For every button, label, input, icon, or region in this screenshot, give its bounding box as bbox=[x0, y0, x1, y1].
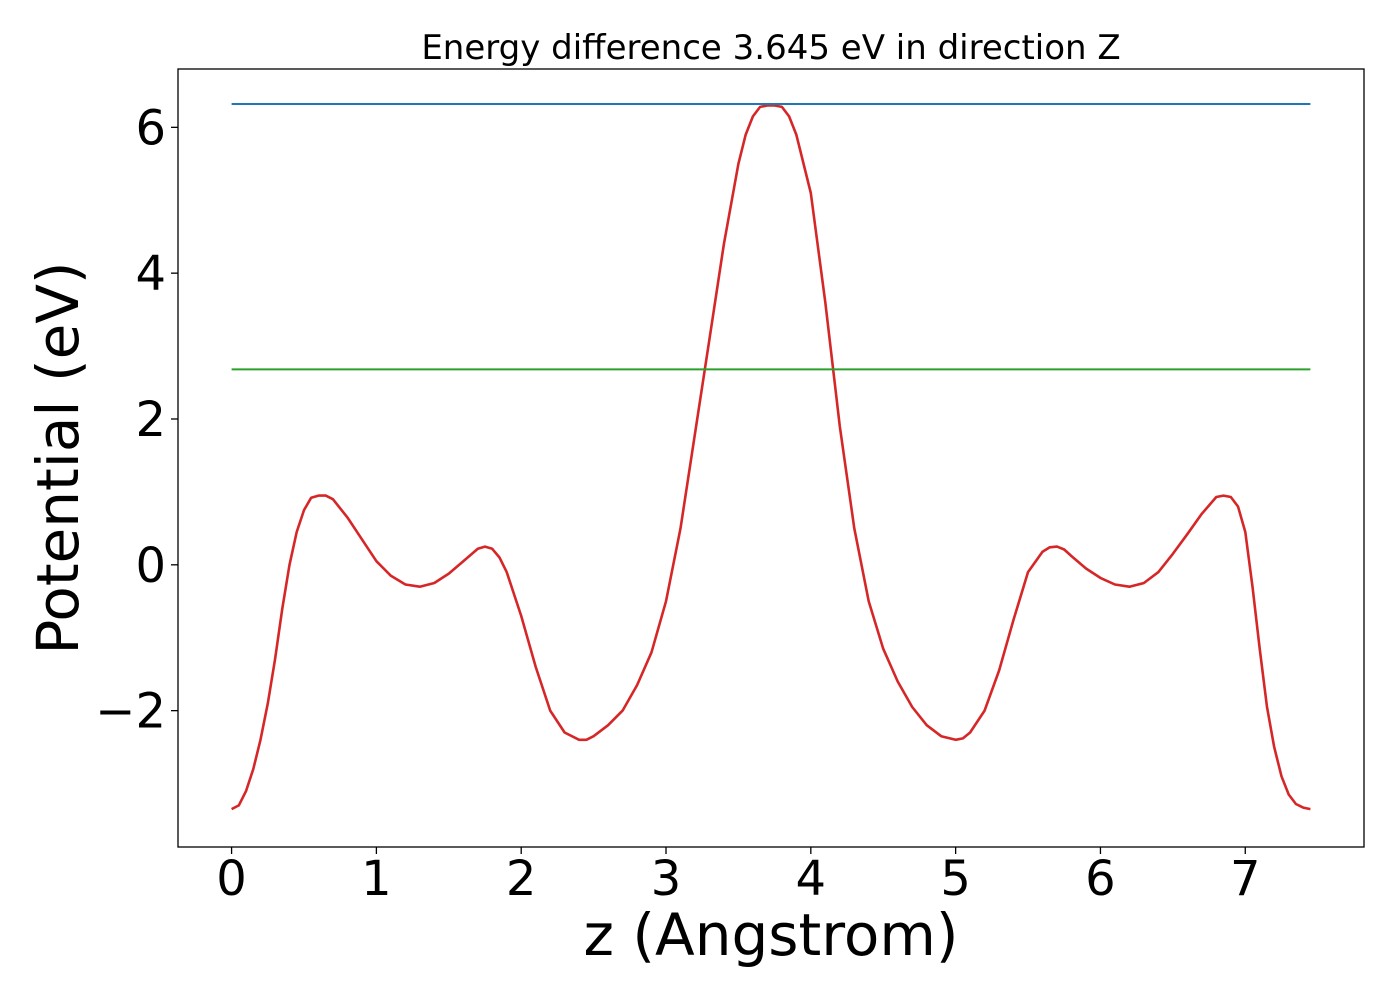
y-tick-label: 4 bbox=[135, 246, 166, 302]
plot-area-frame bbox=[177, 68, 1365, 848]
chart-title: Energy difference 3.645 eV in direction … bbox=[421, 28, 1120, 68]
y-axis-label: Potential (eV) bbox=[24, 261, 92, 654]
y-tick-label: 0 bbox=[135, 538, 166, 594]
x-tick-label: 0 bbox=[216, 851, 247, 907]
y-tick-label: 6 bbox=[135, 100, 166, 156]
x-tick-label: 6 bbox=[1085, 851, 1116, 907]
x-tick-label: 2 bbox=[506, 851, 537, 907]
y-tick-label: 2 bbox=[135, 392, 166, 448]
series-line-0 bbox=[231, 104, 1311, 811]
x-tick-label: 7 bbox=[1230, 851, 1261, 907]
y-axis-ticks: −2 0 2 4 6 bbox=[95, 100, 178, 740]
x-tick-label: 5 bbox=[940, 851, 971, 907]
y-tick-label: −2 bbox=[95, 684, 166, 740]
x-axis-label: z (Angstrom) bbox=[584, 901, 959, 969]
x-axis-ticks: 0 1 2 3 4 5 6 7 bbox=[216, 847, 1261, 907]
x-tick-label: 1 bbox=[361, 851, 392, 907]
x-tick-label: 4 bbox=[796, 851, 827, 907]
x-tick-label: 3 bbox=[651, 851, 682, 907]
series-layer bbox=[231, 103, 1311, 811]
